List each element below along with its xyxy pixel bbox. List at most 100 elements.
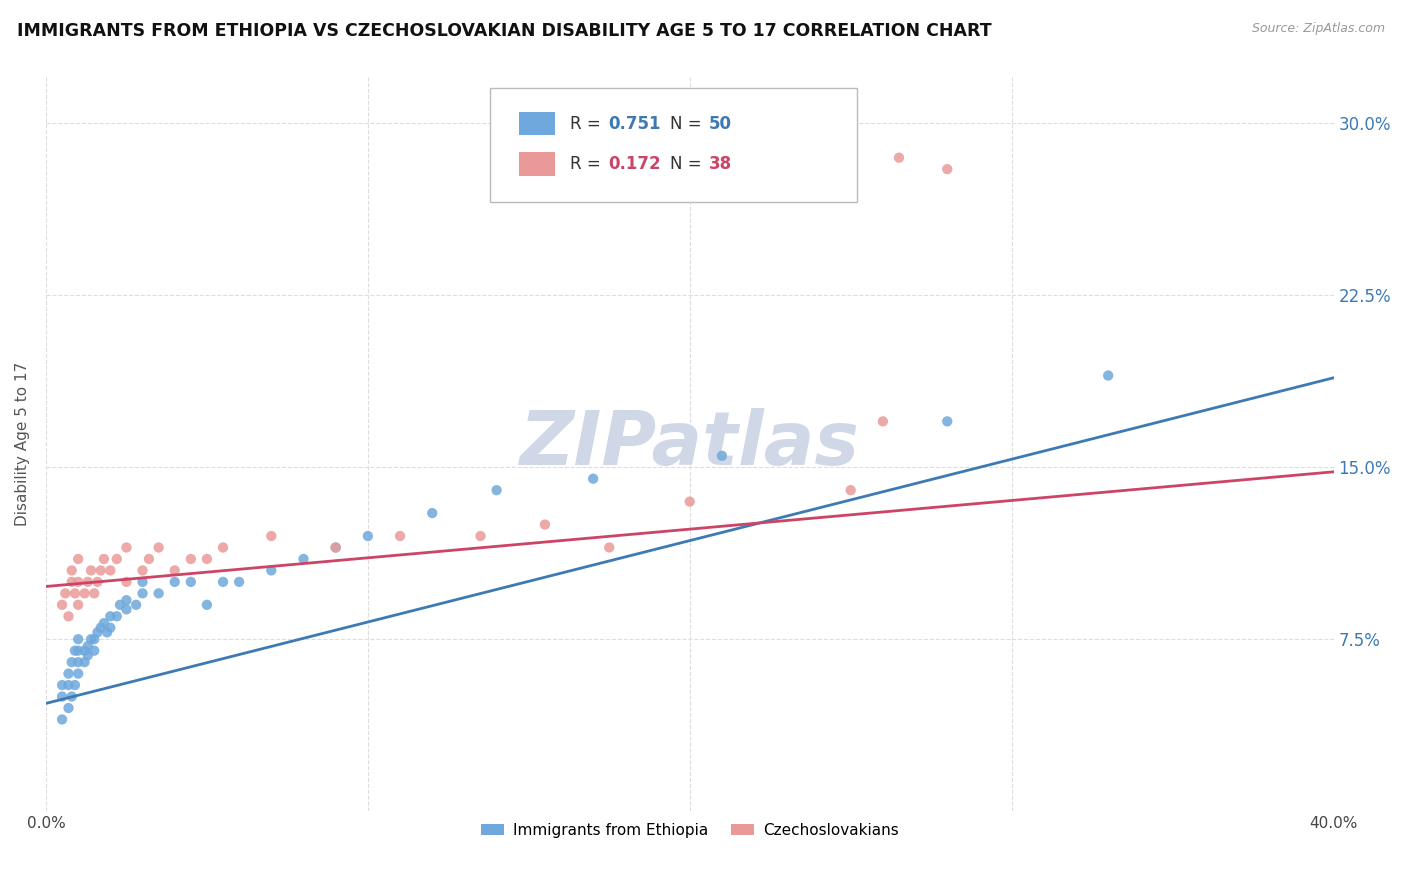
- Point: [148, 541, 170, 555]
- Point: [60, 690, 83, 704]
- Point: [195, 552, 218, 566]
- Point: [93, 552, 115, 566]
- Point: [212, 574, 235, 589]
- Point: [131, 563, 153, 577]
- Point: [98, 621, 121, 635]
- Point: [83, 586, 105, 600]
- Text: Source: ZipAtlas.com: Source: ZipAtlas.com: [1251, 22, 1385, 36]
- Point: [125, 598, 148, 612]
- Point: [96, 625, 118, 640]
- Point: [90, 621, 112, 635]
- Point: [872, 414, 894, 428]
- Point: [325, 541, 347, 555]
- Point: [58, 678, 80, 692]
- Point: [115, 602, 138, 616]
- Point: [67, 632, 90, 647]
- Point: [839, 483, 862, 498]
- Point: [180, 574, 202, 589]
- Point: [58, 609, 80, 624]
- Point: [80, 632, 103, 647]
- FancyBboxPatch shape: [491, 88, 858, 202]
- Point: [60, 563, 83, 577]
- Text: 0.751: 0.751: [609, 115, 661, 133]
- Text: 0.172: 0.172: [609, 155, 661, 173]
- FancyBboxPatch shape: [519, 112, 554, 136]
- Point: [115, 574, 138, 589]
- Point: [53, 586, 76, 600]
- Point: [598, 541, 620, 555]
- Point: [1097, 368, 1119, 383]
- Point: [485, 483, 508, 498]
- Point: [51, 690, 73, 704]
- Point: [58, 666, 80, 681]
- Point: [138, 552, 160, 566]
- Point: [470, 529, 492, 543]
- Point: [105, 609, 128, 624]
- Point: [115, 541, 138, 555]
- Point: [86, 625, 108, 640]
- Point: [105, 552, 128, 566]
- Point: [420, 506, 443, 520]
- Point: [228, 574, 250, 589]
- FancyBboxPatch shape: [519, 153, 554, 176]
- Point: [887, 151, 910, 165]
- Text: N =: N =: [671, 155, 707, 173]
- Point: [60, 655, 83, 669]
- Point: [63, 586, 86, 600]
- Text: N =: N =: [671, 115, 707, 133]
- Point: [582, 472, 605, 486]
- Point: [212, 541, 235, 555]
- Point: [67, 574, 90, 589]
- Point: [710, 449, 733, 463]
- Point: [292, 552, 315, 566]
- Text: ZIPatlas: ZIPatlas: [520, 408, 859, 481]
- Point: [73, 643, 96, 657]
- Point: [936, 162, 959, 177]
- Point: [163, 563, 186, 577]
- Point: [51, 598, 73, 612]
- Point: [93, 616, 115, 631]
- Point: [83, 632, 105, 647]
- Text: IMMIGRANTS FROM ETHIOPIA VS CZECHOSLOVAKIAN DISABILITY AGE 5 TO 17 CORRELATION C: IMMIGRANTS FROM ETHIOPIA VS CZECHOSLOVAK…: [17, 22, 991, 40]
- Point: [67, 598, 90, 612]
- Point: [98, 563, 121, 577]
- Point: [357, 529, 380, 543]
- Point: [58, 701, 80, 715]
- Point: [80, 563, 103, 577]
- Point: [63, 643, 86, 657]
- Point: [60, 574, 83, 589]
- Point: [180, 552, 202, 566]
- Point: [73, 655, 96, 669]
- Point: [76, 639, 98, 653]
- Point: [67, 655, 90, 669]
- Point: [63, 678, 86, 692]
- Text: R =: R =: [569, 155, 606, 173]
- Point: [163, 574, 186, 589]
- Point: [67, 666, 90, 681]
- Point: [131, 574, 153, 589]
- Text: 38: 38: [709, 155, 733, 173]
- Point: [67, 552, 90, 566]
- Point: [260, 529, 283, 543]
- Point: [83, 643, 105, 657]
- Point: [389, 529, 412, 543]
- Point: [76, 648, 98, 663]
- Legend: Immigrants from Ethiopia, Czechoslovakians: Immigrants from Ethiopia, Czechoslovakia…: [475, 817, 905, 844]
- Point: [67, 643, 90, 657]
- Point: [115, 593, 138, 607]
- Point: [108, 598, 131, 612]
- Point: [98, 609, 121, 624]
- Point: [679, 494, 702, 508]
- Point: [260, 563, 283, 577]
- Point: [936, 414, 959, 428]
- Text: R =: R =: [569, 115, 606, 133]
- Point: [51, 713, 73, 727]
- Point: [51, 678, 73, 692]
- Text: 50: 50: [709, 115, 733, 133]
- Point: [76, 574, 98, 589]
- Y-axis label: Disability Age 5 to 17: Disability Age 5 to 17: [15, 362, 30, 526]
- Point: [73, 586, 96, 600]
- Point: [195, 598, 218, 612]
- Point: [148, 586, 170, 600]
- Point: [325, 541, 347, 555]
